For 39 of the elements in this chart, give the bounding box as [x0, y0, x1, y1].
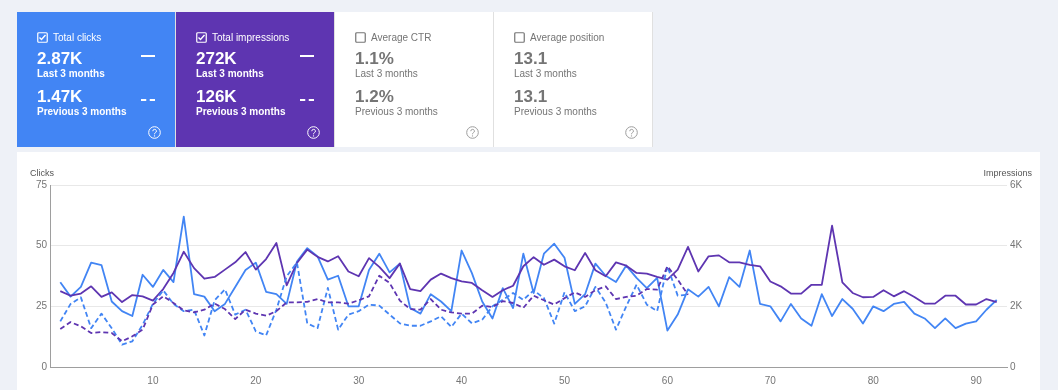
text: Last 3 months	[196, 68, 265, 80]
x-tick-label: 60	[661, 374, 674, 386]
text: Last 3 months	[514, 68, 578, 80]
y2-tick-label: 6K	[1010, 178, 1023, 190]
text: Previous 3 months	[37, 106, 128, 118]
text: 126K	[196, 87, 238, 106]
text: Previous 3 months	[196, 106, 287, 118]
text: 1.2%	[355, 87, 395, 106]
text: 272K	[196, 49, 238, 68]
text: Last 3 months	[37, 68, 106, 80]
y-tick-label: 0	[41, 360, 48, 372]
text: Total clicks	[53, 31, 102, 43]
y-tick-label: 50	[35, 239, 48, 251]
text: Last 3 months	[355, 68, 419, 80]
text: 13.1	[514, 49, 549, 68]
text: Previous 3 months	[355, 106, 439, 118]
x-tick-label: 50	[558, 374, 571, 386]
text: 2.87K	[37, 49, 84, 68]
text: Total impressions	[212, 31, 290, 43]
x-tick-label: 40	[456, 374, 468, 386]
text: 13.1	[514, 87, 549, 106]
text: Average position	[530, 31, 605, 43]
x-tick-label: 70	[764, 374, 777, 386]
y2-axis-title: Impressions	[983, 168, 1032, 178]
x-tick-label: 20	[250, 374, 262, 386]
text: Average CTR	[371, 31, 432, 43]
text: 1.1%	[355, 49, 395, 68]
y2-tick-label: 2K	[1010, 300, 1023, 312]
y-tick-label: 25	[35, 300, 48, 312]
y-tick-label: 75	[35, 178, 48, 190]
y2-tick-label: 0	[1010, 360, 1016, 372]
x-tick-label: 30	[353, 374, 365, 386]
x-tick-label: 10	[147, 374, 159, 386]
text: Previous 3 months	[514, 106, 598, 118]
text: 1.47K	[37, 87, 84, 106]
y2-tick-label: 4K	[1010, 239, 1023, 251]
x-tick-label: 80	[867, 374, 880, 386]
y-axis-title: Clicks	[30, 168, 54, 178]
x-tick-label: 90	[970, 374, 983, 386]
